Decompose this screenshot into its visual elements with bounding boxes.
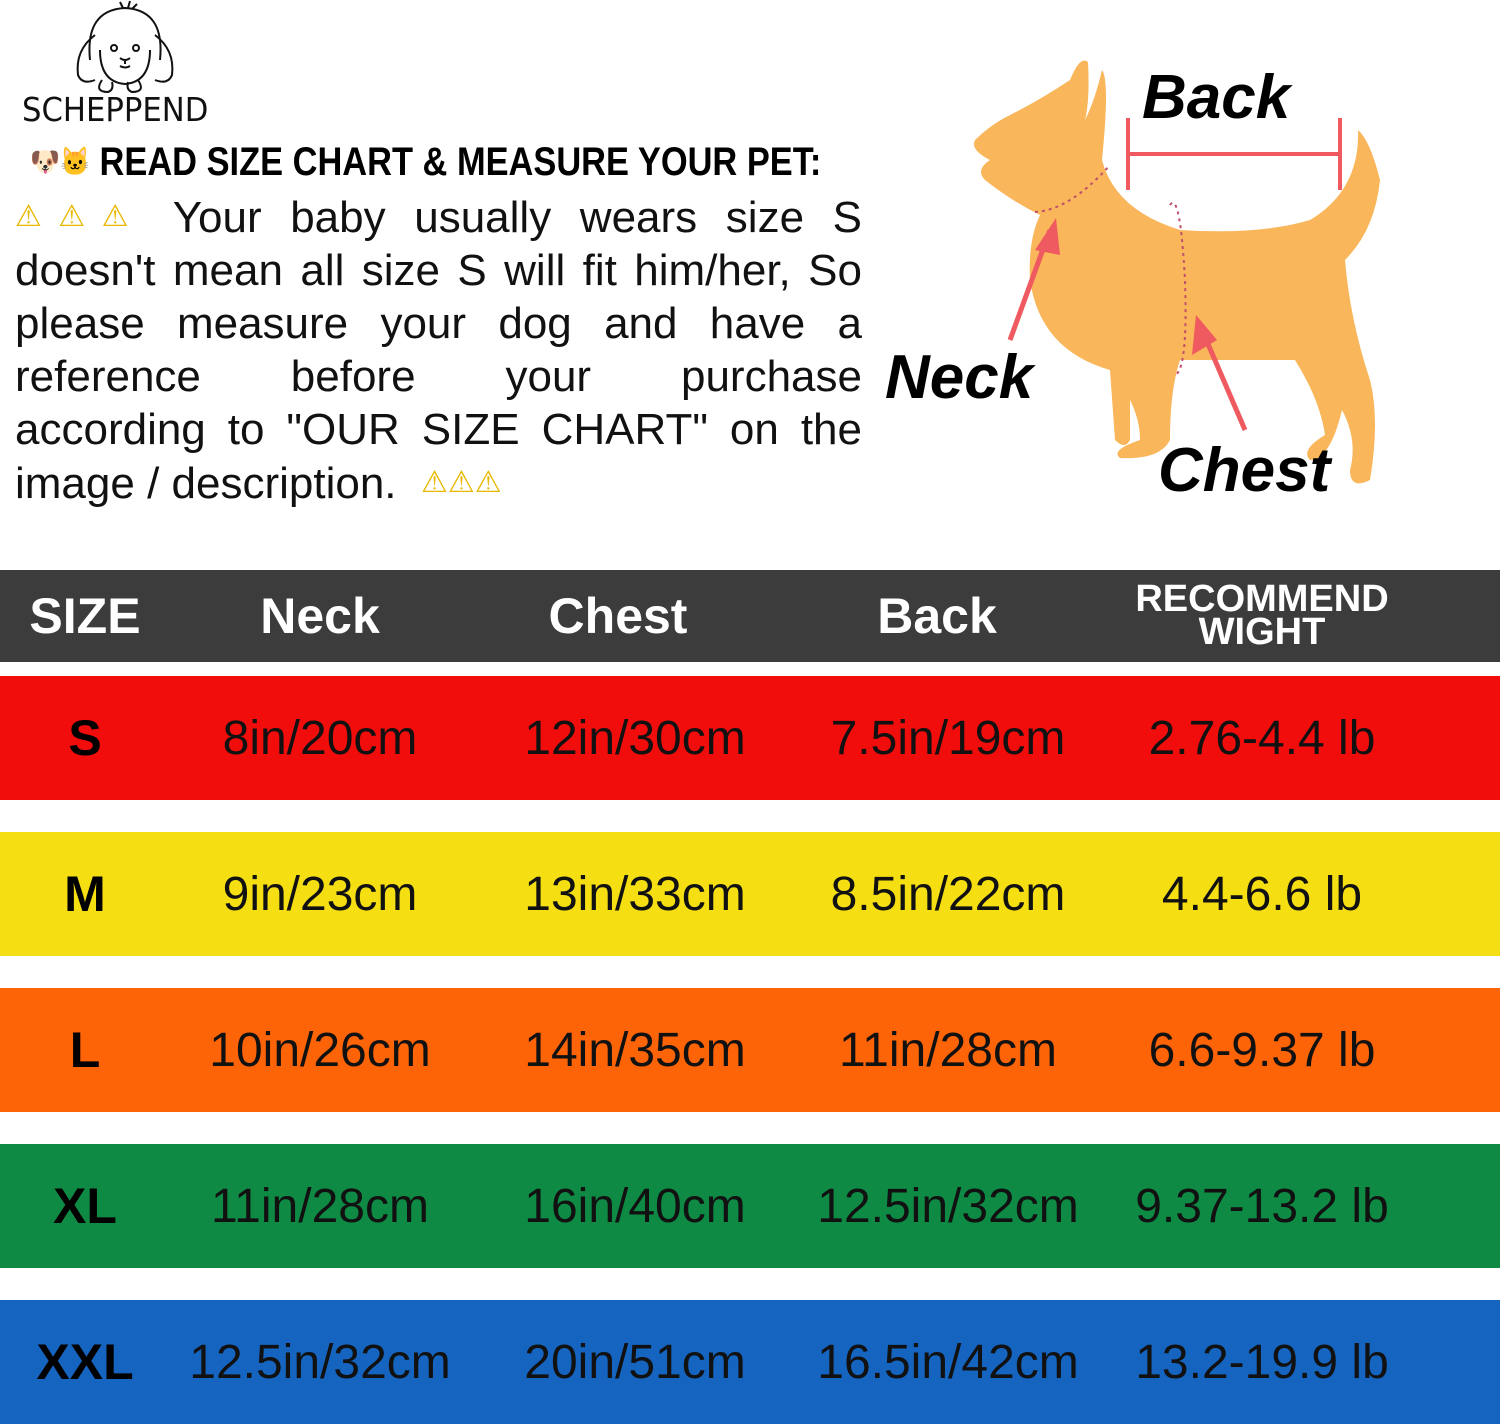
cell-back: 11in/28cm: [839, 1023, 1057, 1077]
notice-line: ⚠⚠⚠ Your baby usually wears size S: [15, 193, 862, 242]
header-size: SIZE: [29, 588, 141, 644]
table-row: S 8in/20cm 12in/30cm 7.5in/19cm 2.76-4.4 lb: [0, 676, 1500, 800]
warning-icon: ⚠⚠⚠: [420, 466, 502, 499]
cell-back: 8.5in/22cm: [830, 867, 1066, 921]
headline-text: READ SIZE CHART & MEASURE YOUR PET:: [99, 140, 822, 184]
notice-paragraph: ⚠⚠⚠ Your baby usually wears size S doesn…: [15, 190, 862, 510]
cell-neck: 8in/20cm: [222, 711, 418, 765]
cell-size: S: [68, 710, 102, 766]
cell-chest: 12in/30cm: [524, 711, 746, 765]
table-row: M 9in/23cm 13in/33cm 8.5in/22cm 4.4-6.6 lb: [0, 832, 1500, 956]
cell-size: XL: [53, 1178, 117, 1234]
table-header: SIZE Neck Chest Back RECOMMEND WIGHT: [0, 570, 1500, 662]
neck-label: Neck: [885, 343, 1034, 412]
cat-face-emoji-icon: 🐱: [59, 146, 90, 177]
header-back: Back: [877, 588, 997, 644]
back-label: Back: [1142, 63, 1291, 132]
dog-silhouette-icon: [974, 60, 1380, 484]
cell-back: 16.5in/42cm: [817, 1335, 1079, 1389]
header-neck: Neck: [260, 588, 380, 644]
cell-back: 7.5in/19cm: [830, 711, 1066, 765]
notice-line: image / description. ⚠⚠⚠: [15, 459, 502, 508]
measurement-diagram: Back Neck Chest: [880, 40, 1460, 520]
dog-face-emoji-icon: 🐶: [30, 146, 60, 177]
cell-neck: 11in/28cm: [211, 1179, 429, 1233]
cell-chest: 13in/33cm: [524, 867, 746, 921]
cell-size: L: [69, 1022, 101, 1078]
table-row: L 10in/26cm 14in/35cm 11in/28cm 6.6-9.37 lb: [0, 988, 1500, 1112]
chest-label: Chest: [1158, 436, 1331, 505]
table-row: XL 11in/28cm 16in/40cm 12.5in/32cm 9.37-13.2…: [0, 1144, 1500, 1268]
cell-size: XXL: [36, 1334, 134, 1390]
cell-chest: 16in/40cm: [524, 1179, 746, 1233]
cell-weight: 4.4-6.6 lb: [1161, 867, 1363, 921]
notice-line: please measure your dog and have a: [15, 299, 862, 348]
dog-face-line-icon: [76, 0, 174, 94]
cell-chest: 20in/51cm: [524, 1335, 746, 1389]
cell-weight: 2.76-4.4 lb: [1148, 711, 1376, 765]
header-weight: RECOMMEND WIGHT: [1135, 578, 1389, 653]
header-chest: Chest: [548, 588, 688, 644]
cell-chest: 14in/35cm: [524, 1023, 746, 1077]
notice-line: doesn't mean all size S will fit him/her…: [15, 246, 862, 295]
notice-line: according to "OUR SIZE CHART" on the: [15, 405, 862, 454]
cell-neck: 12.5in/32cm: [189, 1335, 451, 1389]
cell-neck: 9in/23cm: [222, 867, 418, 921]
cell-size: M: [64, 866, 106, 922]
cell-weight: 6.6-9.37 lb: [1148, 1023, 1376, 1077]
notice-line: reference before your purchase: [15, 352, 862, 401]
cell-weight: 13.2-19.9 lb: [1135, 1335, 1389, 1389]
cell-neck: 10in/26cm: [209, 1023, 431, 1077]
warning-icon: ⚠⚠⚠: [15, 200, 145, 233]
table-row: XXL 12.5in/32cm 20in/51cm 16.5in/42cm 13.2-1…: [0, 1300, 1500, 1424]
brand-name: SCHEPPEND: [22, 90, 209, 129]
headline: 🐶🐱 READ SIZE CHART & MEASURE YOUR PET:: [30, 140, 821, 185]
cell-weight: 9.37-13.2 lb: [1135, 1179, 1389, 1233]
cell-back: 12.5in/32cm: [817, 1179, 1079, 1233]
